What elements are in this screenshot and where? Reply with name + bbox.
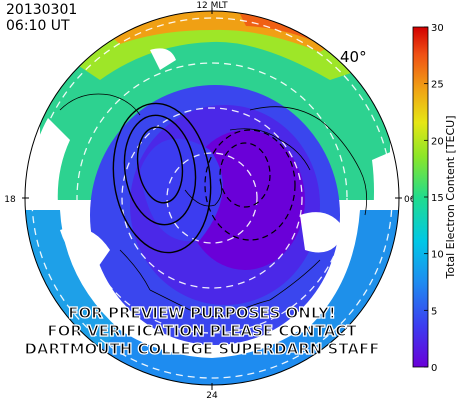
- colorbar: 0 5 10 15 20 25 30 Total Electron Content [TEC…: [412, 23, 457, 374]
- mlt-label-18: 18: [4, 195, 16, 205]
- polar-map: [25, 11, 399, 385]
- watermark-line-2: FOR VERIFICATION PLEASE CONTACT: [47, 322, 357, 340]
- colorbar-ticks: 0 5 10 15 20 25 30: [424, 23, 444, 374]
- colorbar-tick-label: 15: [431, 193, 444, 204]
- mlt-label-06: 06: [404, 195, 416, 205]
- colorbar-tick-label: 0: [431, 363, 437, 374]
- time-label: 06:10 UT: [6, 18, 70, 34]
- latitude-label: 40°: [340, 48, 367, 66]
- mlt-label-12: 12 MLT: [196, 1, 228, 11]
- watermark-line-1: FOR PREVIEW PURPOSES ONLY!: [68, 304, 336, 322]
- colorbar-title: Total Electron Content [TECU]: [444, 115, 457, 279]
- date-label: 20130301: [6, 2, 78, 18]
- mlt-label-24: 24: [206, 391, 218, 400]
- colorbar-tick-label: 25: [431, 80, 444, 91]
- watermark-line-3: DARTMOUTH COLLEGE SUPERDARN STAFF: [24, 340, 379, 358]
- colorbar-tick-label: 20: [431, 136, 444, 147]
- colorbar-tick-label: 30: [431, 23, 444, 34]
- colorbar-tick-label: 5: [431, 306, 437, 317]
- colorbar-tick-label: 10: [431, 250, 444, 261]
